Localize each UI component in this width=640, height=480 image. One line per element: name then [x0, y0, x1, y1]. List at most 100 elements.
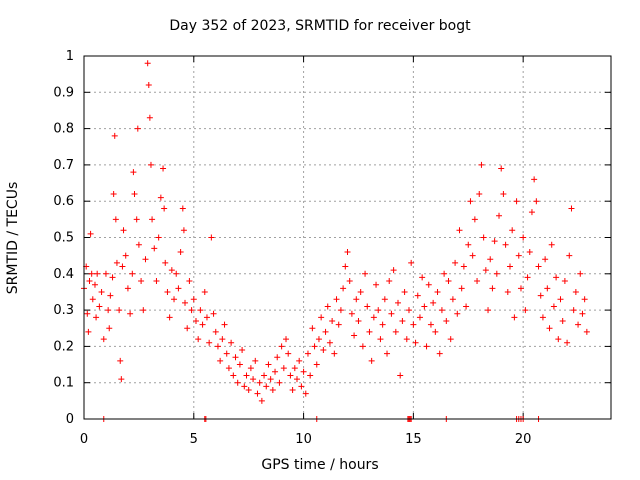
data-point — [93, 314, 100, 321]
data-point — [351, 332, 358, 339]
data-point — [575, 321, 582, 328]
data-point — [570, 307, 577, 314]
data-point — [489, 285, 496, 292]
data-point — [225, 365, 232, 372]
data-point — [449, 296, 456, 303]
data-point — [109, 274, 116, 281]
data-point — [280, 365, 287, 372]
data-point — [100, 336, 107, 343]
data-point — [340, 285, 347, 292]
data-point — [555, 336, 562, 343]
data-point — [485, 307, 492, 314]
data-point — [577, 270, 584, 277]
data-point — [267, 376, 274, 383]
data-point — [105, 307, 112, 314]
data-point — [410, 321, 417, 328]
data-point — [320, 347, 327, 354]
data-point — [509, 227, 516, 234]
y-tick-label: 0.2 — [53, 339, 74, 354]
data-point — [283, 336, 290, 343]
data-point — [537, 292, 544, 299]
data-point — [550, 303, 557, 310]
data-point — [307, 372, 314, 379]
data-point — [559, 317, 566, 324]
data-point — [223, 350, 230, 357]
data-point — [199, 321, 206, 328]
data-point — [112, 216, 119, 223]
data-point — [161, 205, 168, 212]
data-point — [454, 310, 461, 317]
data-point — [287, 372, 294, 379]
data-point — [491, 238, 498, 245]
data-point — [256, 379, 263, 386]
data-point — [94, 270, 101, 277]
data-point — [561, 278, 568, 285]
data-point — [557, 296, 564, 303]
data-point — [85, 328, 92, 335]
data-point — [250, 376, 257, 383]
data-point — [91, 281, 98, 288]
data-point — [572, 288, 579, 295]
data-point — [539, 314, 546, 321]
data-point — [405, 307, 412, 314]
data-point — [304, 350, 311, 357]
data-point — [542, 256, 549, 263]
data-point — [302, 390, 309, 397]
data-point — [145, 82, 152, 89]
data-point — [375, 307, 382, 314]
data-point — [579, 310, 586, 317]
data-point — [456, 227, 463, 234]
data-point — [107, 292, 114, 299]
data-point — [353, 296, 360, 303]
data-point — [528, 209, 535, 216]
data-point — [151, 245, 158, 252]
data-point — [333, 296, 340, 303]
data-point — [377, 336, 384, 343]
data-point — [230, 372, 237, 379]
data-point — [544, 285, 551, 292]
data-point — [412, 339, 419, 346]
data-point — [447, 336, 454, 343]
data-point — [326, 339, 333, 346]
data-point — [535, 263, 542, 270]
data-point — [564, 339, 571, 346]
data-point — [98, 288, 105, 295]
data-point — [217, 357, 224, 364]
data-point — [157, 194, 164, 201]
data-point — [403, 336, 410, 343]
data-point — [329, 317, 336, 324]
data-point — [388, 310, 395, 317]
data-point — [357, 288, 364, 295]
data-point — [175, 285, 182, 292]
data-point — [300, 368, 307, 375]
data-point — [460, 263, 467, 270]
data-point — [258, 397, 265, 404]
data-point — [131, 190, 138, 197]
data-point — [177, 249, 184, 256]
data-point — [247, 365, 254, 372]
data-point — [89, 296, 96, 303]
data-point — [171, 296, 178, 303]
data-point — [149, 216, 156, 223]
data-point — [144, 60, 151, 67]
data-point — [384, 350, 391, 357]
x-tick-label: 20 — [515, 432, 532, 447]
data-point — [133, 216, 140, 223]
data-point — [502, 241, 509, 248]
data-point — [390, 267, 397, 274]
data-point — [399, 317, 406, 324]
data-point — [110, 190, 117, 197]
x-tick-label: 0 — [80, 432, 88, 447]
data-point — [192, 317, 199, 324]
data-point — [234, 379, 241, 386]
data-point — [190, 296, 197, 303]
data-point — [414, 292, 421, 299]
data-point — [331, 350, 338, 357]
data-point — [164, 288, 171, 295]
data-point — [322, 328, 329, 335]
data-point — [127, 310, 134, 317]
data-point — [201, 288, 208, 295]
data-point — [188, 307, 195, 314]
data-point — [245, 386, 252, 393]
data-point — [166, 314, 173, 321]
